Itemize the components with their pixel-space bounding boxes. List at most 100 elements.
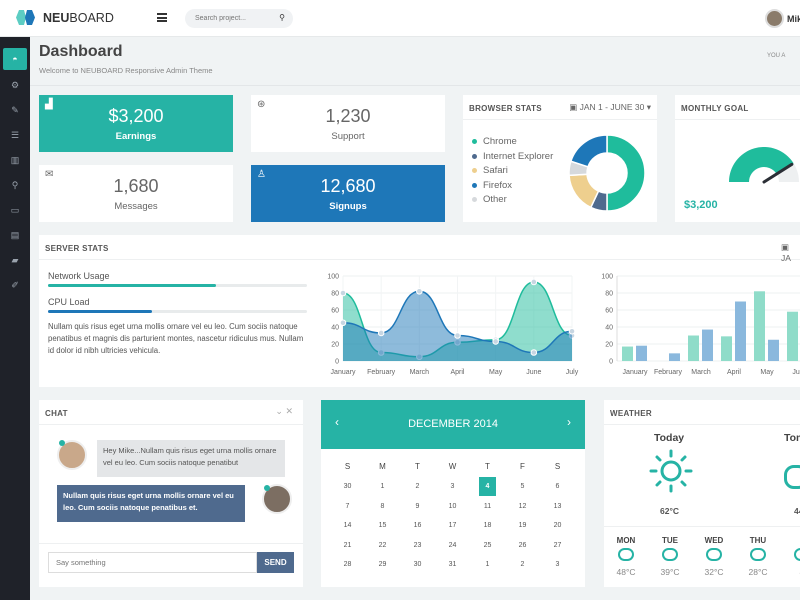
day-number: 16: [413, 522, 422, 530]
calendar-day[interactable]: 30: [330, 477, 365, 497]
data-point[interactable]: [454, 332, 461, 339]
day-temp: 32°C: [704, 567, 724, 577]
send-button[interactable]: SEND: [257, 552, 294, 573]
sidebar-item-ui[interactable]: ▭: [10, 204, 20, 215]
calendar-day[interactable]: 20: [540, 516, 575, 536]
prev-month-button[interactable]: ‹: [335, 415, 339, 429]
browser-donut-chart: [568, 134, 646, 212]
calendar-day[interactable]: 23: [400, 536, 435, 556]
calendar-day[interactable]: 3: [435, 477, 470, 497]
data-point[interactable]: [568, 327, 576, 335]
data-point[interactable]: [530, 278, 538, 286]
date-range-dropdown[interactable]: ▣ JAN 1 - JUNE 30 ▾: [569, 102, 651, 112]
sidebar-item-dashboard[interactable]: ◓: [3, 48, 27, 70]
signups-tile[interactable]: ♙ 12,680 Signups: [251, 165, 445, 222]
day-number: 4: [479, 477, 496, 497]
avatar[interactable]: [765, 9, 784, 28]
data-point[interactable]: [416, 288, 423, 295]
calendar-day[interactable]: 30: [400, 555, 435, 575]
calendar-day[interactable]: 17: [435, 516, 470, 536]
search-icon[interactable]: ⚲: [279, 13, 285, 22]
calendar-day[interactable]: 31: [435, 555, 470, 575]
bar-series1[interactable]: [787, 311, 798, 361]
calendar-day[interactable]: 2: [400, 477, 435, 497]
bar-series1[interactable]: [622, 346, 633, 361]
calendar-day[interactable]: 5: [505, 477, 540, 497]
calendar-day[interactable]: 3: [540, 555, 575, 575]
data-point[interactable]: [492, 338, 499, 345]
calendar-day[interactable]: 19: [505, 516, 540, 536]
bar-series2[interactable]: [636, 345, 647, 361]
next-month-button[interactable]: ›: [567, 415, 571, 429]
user-name[interactable]: Mike: [787, 14, 800, 24]
calendar-day[interactable]: 2: [505, 555, 540, 575]
calendar-day[interactable]: 25: [470, 536, 505, 556]
cloud-icon: [750, 548, 766, 561]
sidebar-item-charts[interactable]: ▥: [10, 154, 20, 165]
date-range-label: JAN 1 - JUNE 30: [579, 102, 645, 112]
bar-series2[interactable]: [768, 339, 779, 361]
search-input[interactable]: [185, 9, 275, 28]
chat-message: Hey Mike...Nullam quis risus eget urna m…: [97, 440, 285, 477]
bar-series1[interactable]: [754, 291, 765, 361]
calendar-day[interactable]: 22: [365, 536, 400, 556]
date-range-dropdown[interactable]: ▣ JA: [781, 242, 791, 263]
day-number: 25: [483, 541, 492, 549]
data-point[interactable]: [530, 349, 538, 356]
collapse-icon[interactable]: ⌄: [275, 406, 283, 416]
data-point[interactable]: [339, 289, 347, 297]
calendar-day[interactable]: 7: [330, 497, 365, 517]
bar-series2[interactable]: [735, 301, 746, 362]
bar-series1[interactable]: [688, 335, 699, 362]
tile-label: Support: [331, 131, 365, 142]
monthly-goal-panel: MONTHLY GOAL $3,200: [675, 95, 800, 222]
calendar-day[interactable]: 10: [435, 497, 470, 517]
search-box[interactable]: ⚲: [185, 9, 293, 28]
sidebar-item-extras[interactable]: ✐: [11, 279, 19, 290]
day-number: 29: [378, 561, 387, 569]
sidebar-item-pages[interactable]: ▤: [10, 229, 20, 240]
calendar-day[interactable]: 1: [470, 555, 505, 575]
sidebar-item-files[interactable]: ▰: [11, 254, 19, 265]
chat-input[interactable]: [48, 552, 257, 573]
sidebar-item-maps[interactable]: ⚲: [11, 179, 19, 190]
calendar-day[interactable]: 28: [330, 555, 365, 575]
bar-series2[interactable]: [702, 329, 713, 361]
calendar-day[interactable]: 16: [400, 516, 435, 536]
y-tick-label: 20: [605, 342, 613, 349]
calendar-day[interactable]: 15: [365, 516, 400, 536]
calendar-day[interactable]: 9: [400, 497, 435, 517]
calendar-day[interactable]: 12: [505, 497, 540, 517]
calendar-day[interactable]: 26: [505, 536, 540, 556]
menu-toggle-icon[interactable]: [157, 13, 167, 22]
brand[interactable]: NEUBOARD: [43, 11, 114, 25]
calendar-day[interactable]: 24: [435, 536, 470, 556]
area-series1: [343, 281, 572, 361]
bar-series1[interactable]: [721, 336, 732, 361]
legend-dot: [472, 197, 477, 202]
calendar-day[interactable]: 29: [365, 555, 400, 575]
calendar-day[interactable]: 27: [540, 536, 575, 556]
earnings-tile[interactable]: ▟ $3,200 Earnings: [39, 95, 233, 152]
close-icon[interactable]: ✕: [285, 406, 293, 416]
calendar-day[interactable]: 1: [365, 477, 400, 497]
calendar-day[interactable]: 8: [365, 497, 400, 517]
calendar-day[interactable]: 4: [470, 477, 505, 497]
area-chart: 0 20 40 60 80 100 January February March April May…: [327, 274, 578, 377]
calendar-day[interactable]: 18: [470, 516, 505, 536]
data-point[interactable]: [339, 319, 347, 327]
sidebar-item-forms[interactable]: ✎: [11, 104, 19, 115]
sidebar-item-elements[interactable]: ⚙: [10, 79, 20, 90]
chart-icon: ▟: [45, 99, 53, 110]
messages-tile[interactable]: ✉ 1,680 Messages: [39, 165, 233, 222]
calendar-day[interactable]: 21: [330, 536, 365, 556]
support-tile[interactable]: ⊛ 1,230 Support: [251, 95, 445, 152]
weather-panel: WEATHER Today 62°C Tom 44 MON 48°C TUE 39°C…: [604, 400, 800, 587]
sidebar-item-tables[interactable]: ☰: [10, 129, 20, 140]
bar-series2[interactable]: [669, 353, 680, 361]
calendar-day[interactable]: 13: [540, 497, 575, 517]
calendar-day[interactable]: 11: [470, 497, 505, 517]
calendar-day[interactable]: 6: [540, 477, 575, 497]
data-point[interactable]: [377, 329, 385, 337]
calendar-day[interactable]: 14: [330, 516, 365, 536]
